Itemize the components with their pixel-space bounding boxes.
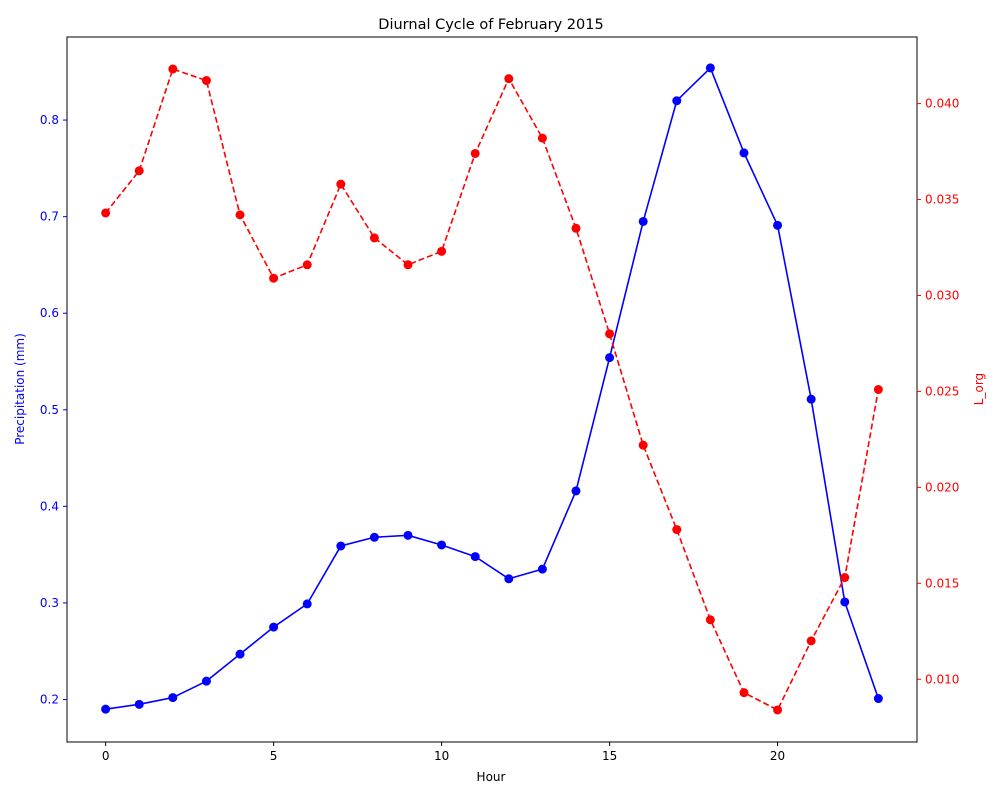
x-axis-label: Hour (477, 770, 506, 784)
x-tick-label: 20 (770, 749, 785, 763)
left-y-tick-label: 0.5 (40, 403, 59, 417)
precipitation-point (336, 541, 346, 551)
right-y-axis: 0.010 0.015 0.020 0.025 0.030 0.035 0.040 (917, 97, 959, 686)
precipitation-point (773, 220, 783, 230)
precipitation-point (470, 552, 480, 562)
left-y-tick-label: 0.2 (40, 693, 59, 707)
lorg-point (605, 329, 615, 339)
precipitation-point (201, 676, 211, 686)
x-tick-label: 10 (434, 749, 449, 763)
precipitation-line (105, 67, 880, 710)
left-y-tick-label: 0.4 (40, 499, 59, 513)
precipitation-point (571, 486, 581, 496)
precipitation-point (537, 564, 547, 574)
lorg-line (105, 68, 880, 711)
right-y-axis-label: L_org (972, 373, 986, 405)
lorg-point (437, 246, 447, 256)
right-y-tick-label: 0.025 (925, 384, 959, 398)
lorg-point (840, 573, 850, 583)
precipitation-point (302, 599, 312, 609)
lorg-point (168, 64, 178, 74)
lorg-point (403, 260, 413, 270)
precipitation-point (840, 597, 850, 607)
precipitation-point (101, 704, 111, 714)
right-y-tick-label: 0.030 (925, 288, 959, 302)
plot-area (101, 63, 883, 715)
lorg-point (638, 440, 648, 450)
precipitation-point (605, 353, 615, 363)
lorg-point (336, 179, 346, 189)
lorg-point (302, 260, 312, 270)
right-y-tick-label: 0.035 (925, 193, 959, 207)
lorg-point (705, 615, 715, 625)
precipitation-point (168, 693, 178, 703)
left-y-tick-label: 0.7 (40, 210, 59, 224)
left-y-tick-label: 0.3 (40, 596, 59, 610)
left-y-tick-label: 0.6 (40, 306, 59, 320)
precipitation-point (269, 622, 279, 632)
lorg-point (672, 525, 682, 535)
precipitation-point (638, 216, 648, 226)
precipitation-point (705, 63, 715, 73)
left-y-axis-label: Precipitation (mm) (13, 333, 27, 445)
right-y-tick-label: 0.015 (925, 576, 959, 590)
lorg-point (101, 208, 111, 218)
lorg-point (201, 76, 211, 86)
precipitation-point (403, 530, 413, 540)
right-y-tick-label: 0.040 (925, 97, 959, 111)
lorg-point (269, 273, 279, 283)
plot-frame (66, 36, 918, 743)
left-y-axis: 0.2 0.3 0.4 0.5 0.6 0.7 0.8 (40, 113, 67, 707)
precipitation-point (235, 649, 245, 659)
lorg-point (806, 636, 816, 646)
precipitation-point (672, 96, 682, 106)
x-tick-label: 5 (270, 749, 278, 763)
lorg-point (739, 688, 749, 698)
right-y-tick-label: 0.020 (925, 480, 959, 494)
chart-title: Diurnal Cycle of February 2015 (378, 17, 603, 33)
lorg-point (504, 74, 514, 84)
x-tick-label: 0 (102, 749, 110, 763)
lorg-point (235, 210, 245, 220)
lorg-point (369, 233, 379, 243)
right-y-tick-label: 0.010 (925, 672, 959, 686)
precipitation-point (806, 394, 816, 404)
left-y-tick-label: 0.8 (40, 113, 59, 127)
lorg-point (773, 705, 783, 715)
lorg-point (571, 223, 581, 233)
precipitation-point (739, 148, 749, 158)
lorg-point (873, 385, 883, 394)
precipitation-point (437, 540, 447, 550)
precipitation-point (134, 699, 144, 709)
lorg-series (101, 64, 883, 715)
lorg-point (470, 148, 480, 158)
precipitation-point (873, 694, 883, 704)
lorg-point (134, 166, 144, 176)
x-axis: 0 5 10 15 20 (102, 742, 785, 763)
precipitation-series (101, 63, 883, 714)
lorg-point (537, 133, 547, 143)
x-tick-label: 15 (602, 749, 617, 763)
precipitation-point (369, 532, 379, 542)
precipitation-point (504, 574, 514, 584)
